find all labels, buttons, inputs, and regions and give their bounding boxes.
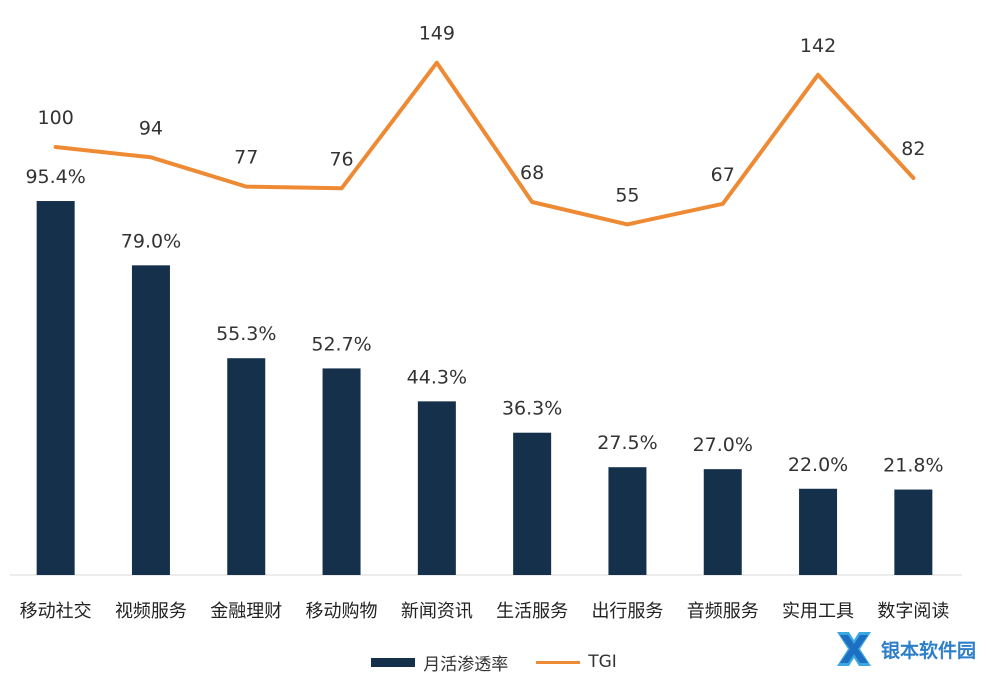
tgi-value-label: 77 [234, 147, 258, 169]
legend-swatch-bar [371, 657, 416, 667]
bar [799, 488, 838, 575]
chart: 95.4% 79.0% 55.3% 52.7% 44.3% 36.3% 27.5% 27.0%… [10, 23, 962, 622]
category-label: 视频服务 [115, 601, 187, 622]
category-label: 金融理财 [210, 601, 282, 622]
bar-value-label: 55.3% [216, 323, 276, 345]
bar-value-label: 22.0% [788, 454, 848, 476]
tgi-value-label: 94 [139, 117, 163, 139]
tgi-value-label: 76 [329, 148, 353, 170]
bars-group [36, 201, 933, 576]
category-label: 实用工具 [782, 601, 854, 622]
bar [131, 265, 170, 575]
bar [322, 368, 361, 575]
category-label: 移动社交 [20, 601, 92, 622]
tgi-value-label: 142 [800, 35, 836, 57]
watermark-logo: 银本软件园 [831, 626, 976, 672]
tgi-labels-group: 100 94 77 76 149 68 55 67 142 82 [38, 23, 926, 207]
tgi-value-label: 82 [901, 138, 925, 160]
bar [36, 201, 75, 576]
tgi-value-label: 68 [520, 162, 544, 184]
category-label: 出行服务 [591, 601, 663, 622]
category-label: 数字阅读 [877, 601, 949, 622]
tgi-line [53, 60, 916, 227]
bar [513, 432, 552, 575]
bar-value-label: 79.0% [121, 230, 181, 252]
legend-label-bar: 月活渗透率 [423, 654, 509, 675]
legend-item-line: TGI [536, 652, 617, 672]
logo-icon [836, 632, 871, 666]
category-label: 移动购物 [306, 601, 378, 622]
tgi-value-label: 55 [615, 184, 639, 206]
bar-value-label: 36.3% [502, 398, 562, 420]
bar [417, 401, 456, 575]
bar [608, 467, 647, 575]
legend-swatch-line [536, 660, 581, 664]
bar-value-label: 21.8% [883, 455, 943, 477]
tgi-value-label: 100 [38, 107, 74, 129]
tgi-line-group [53, 60, 916, 227]
bar-value-label: 95.4% [25, 166, 85, 188]
bar [894, 489, 933, 575]
bar [703, 469, 742, 575]
bar-labels-group: 95.4% 79.0% 55.3% 52.7% 44.3% 36.3% 27.5% 27.0%… [25, 166, 943, 477]
category-label: 新闻资讯 [401, 601, 473, 622]
bar-value-label: 27.0% [693, 434, 753, 456]
legend-label-line: TGI [588, 652, 617, 672]
category-label: 音频服务 [687, 601, 759, 622]
legend: 月活渗透率 TGI [0, 648, 988, 676]
bar-value-label: 44.3% [407, 366, 467, 388]
bar-value-label: 52.7% [311, 333, 371, 355]
tgi-value-label: 67 [711, 164, 735, 186]
legend-item-bar: 月活渗透率 [371, 650, 508, 675]
tgi-value-label: 149 [419, 23, 455, 45]
category-labels-group: 移动社交 视频服务 金融理财 移动购物 新闻资讯 生活服务 出行服务 音频服务 实用工具 数字阅读 [20, 601, 950, 622]
bar-value-label: 27.5% [597, 432, 657, 454]
logo-text: 银本软件园 [880, 639, 976, 662]
bar [227, 358, 266, 575]
category-label: 生活服务 [496, 601, 568, 622]
